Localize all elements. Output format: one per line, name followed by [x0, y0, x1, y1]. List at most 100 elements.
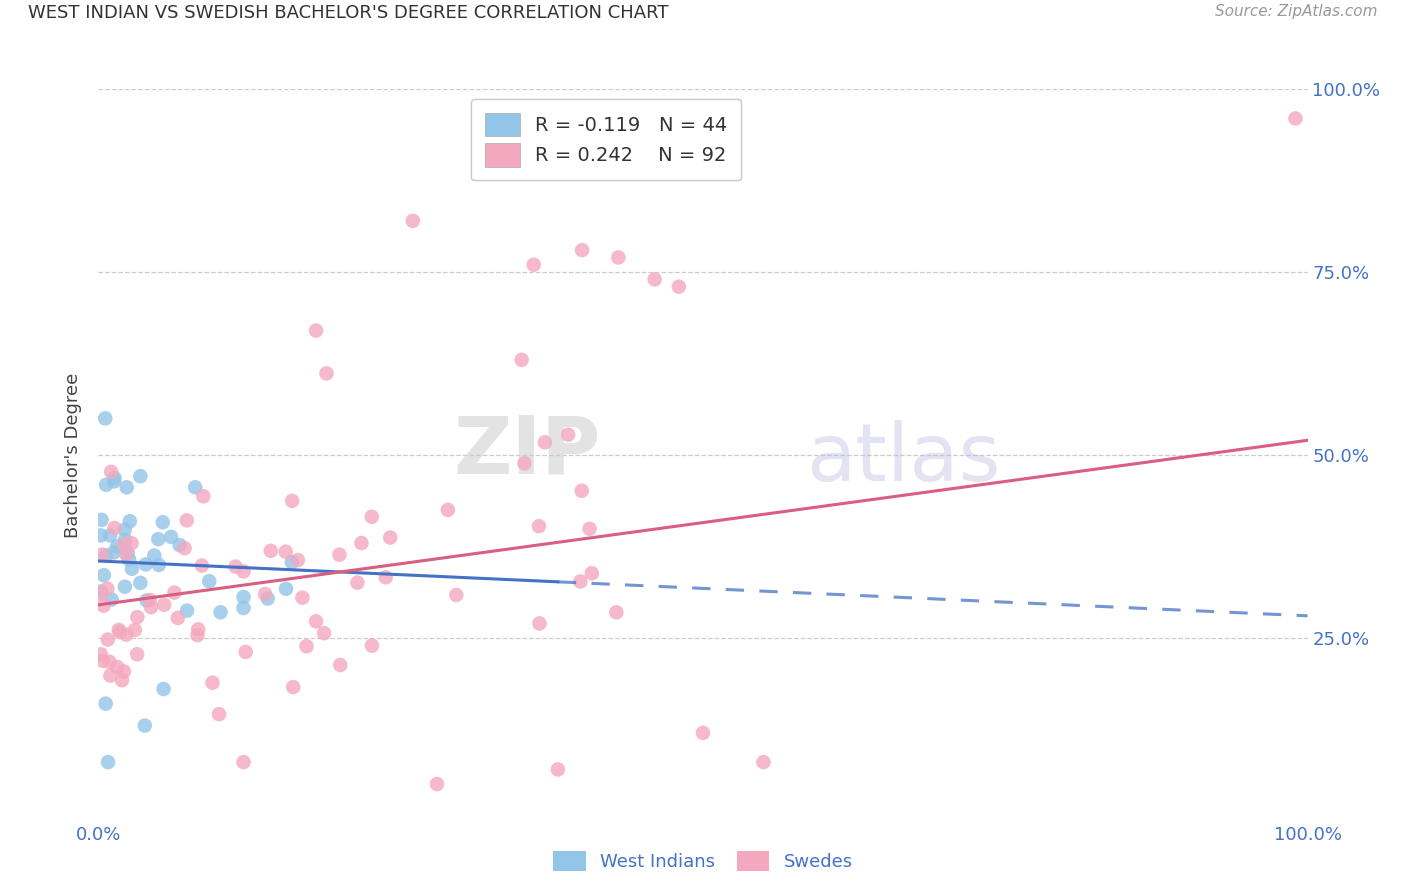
Point [94, 478, 117, 492]
Point [312, 626, 335, 640]
Point [96, 582, 118, 596]
Point [153, 598, 176, 612]
Point [100, 465, 122, 479]
Text: Source: ZipAtlas.com: Source: ZipAtlas.com [1215, 4, 1378, 20]
Point [569, 574, 592, 589]
Point [254, 587, 277, 601]
Point [111, 673, 134, 688]
Legend: West Indians, Swedes: West Indians, Swedes [546, 844, 860, 879]
Point [169, 538, 191, 552]
Point [121, 536, 143, 550]
Point [166, 611, 188, 625]
Point [112, 537, 135, 551]
Point [581, 566, 603, 581]
Point [160, 530, 183, 544]
Point [90, 587, 112, 601]
Point [115, 548, 138, 562]
Point [360, 509, 382, 524]
Point [208, 707, 231, 722]
Point [281, 494, 304, 508]
Point [139, 600, 162, 615]
Legend: R = -0.119   N = 44, R = 0.242    N = 92: R = -0.119 N = 44, R = 0.242 N = 92 [471, 99, 741, 180]
Point [148, 558, 170, 572]
Point [578, 522, 600, 536]
Point [173, 541, 195, 556]
Point [374, 570, 396, 584]
Point [108, 625, 131, 640]
Point [198, 574, 221, 589]
Point [571, 483, 593, 498]
Point [605, 605, 627, 619]
Text: WEST INDIAN VS SWEDISH BACHELOR'S DEGREE CORRELATION CHART: WEST INDIAN VS SWEDISH BACHELOR'S DEGREE… [28, 4, 669, 22]
Point [118, 552, 141, 566]
Point [176, 604, 198, 618]
Point [121, 562, 143, 576]
Point [557, 427, 579, 442]
Point [380, 531, 402, 545]
Point [547, 763, 569, 777]
Point [93, 568, 115, 582]
Point [184, 480, 207, 494]
Point [127, 610, 149, 624]
Point [402, 214, 425, 228]
Point [148, 532, 170, 546]
Point [103, 521, 125, 535]
Point [105, 539, 128, 553]
Point [513, 456, 536, 470]
Point [117, 546, 139, 560]
Point [274, 582, 297, 596]
Point [135, 593, 157, 607]
Point [94, 697, 117, 711]
Point [103, 471, 125, 485]
Point [98, 668, 121, 682]
Point [529, 616, 551, 631]
Point [114, 533, 136, 547]
Point [134, 718, 156, 732]
Point [232, 590, 254, 604]
Point [260, 543, 283, 558]
Point [350, 536, 373, 550]
Text: atlas: atlas [806, 419, 1000, 498]
Point [103, 475, 125, 489]
Point [112, 665, 135, 679]
Point [90, 513, 112, 527]
Point [98, 528, 121, 542]
Point [129, 575, 152, 590]
Point [107, 623, 129, 637]
Y-axis label: Bachelor's Degree: Bachelor's Degree [65, 372, 83, 538]
Point [152, 681, 174, 696]
Point [94, 549, 117, 563]
Point [534, 435, 557, 450]
Point [103, 545, 125, 559]
Point [100, 592, 122, 607]
Point [328, 548, 350, 562]
Point [668, 279, 690, 293]
Point [361, 639, 384, 653]
Point [127, 647, 149, 661]
Point [90, 528, 112, 542]
Point [305, 324, 328, 338]
Point [90, 584, 112, 599]
Point [510, 352, 533, 367]
Point [291, 591, 314, 605]
Point [446, 588, 468, 602]
Point [115, 628, 138, 642]
Point [527, 519, 550, 533]
Point [93, 599, 115, 613]
Point [94, 411, 117, 425]
Point [124, 623, 146, 637]
Text: ZIP: ZIP [453, 412, 600, 491]
Point [295, 640, 318, 654]
Point [644, 272, 666, 286]
Point [232, 601, 254, 615]
Point [607, 251, 630, 265]
Point [256, 591, 278, 606]
Point [315, 367, 337, 381]
Point [143, 549, 166, 563]
Point [224, 559, 246, 574]
Point [115, 480, 138, 494]
Point [523, 258, 546, 272]
Point [135, 558, 157, 572]
Point [176, 513, 198, 527]
Point [105, 660, 128, 674]
